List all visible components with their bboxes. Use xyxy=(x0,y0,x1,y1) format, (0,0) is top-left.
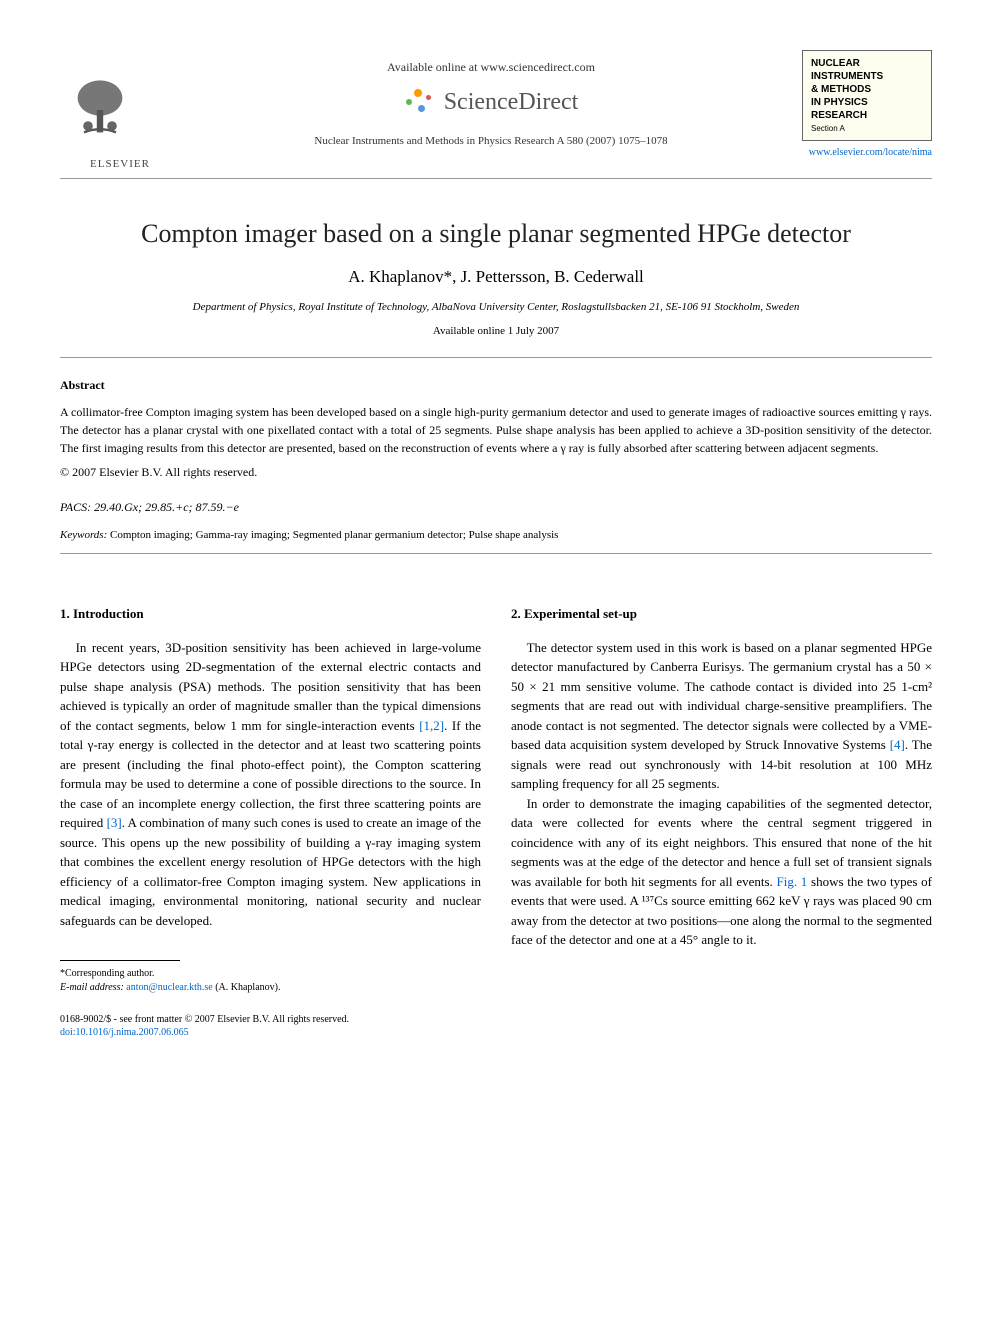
affiliation: Department of Physics, Royal Institute o… xyxy=(60,301,932,313)
abstract-label: Abstract xyxy=(60,378,932,393)
article-title: Compton imager based on a single planar … xyxy=(60,219,932,249)
bottom-block: 0168-9002/$ - see front matter © 2007 El… xyxy=(60,1013,481,1039)
keywords-label: Keywords: xyxy=(60,529,107,541)
publisher-block: ELSEVIER xyxy=(60,50,180,170)
ref-link[interactable]: [1,2] xyxy=(419,718,444,733)
left-column: 1. Introduction In recent years, 3D-posi… xyxy=(60,604,481,1039)
journal-url[interactable]: www.elsevier.com/locate/nima xyxy=(802,147,932,158)
text-run: . If the total γ-ray energy is collected… xyxy=(60,718,481,831)
footnote-separator xyxy=(60,960,180,961)
email-label: E-mail address: xyxy=(60,982,124,993)
doi-line[interactable]: doi:10.1016/j.nima.2007.06.065 xyxy=(60,1026,481,1039)
fig-ref[interactable]: Fig. 1 xyxy=(777,874,808,889)
authors: A. Khaplanov*, J. Pettersson, B. Cederwa… xyxy=(60,267,932,287)
sciencedirect-logo: ScienceDirect xyxy=(180,87,802,117)
text-run: In recent years, 3D-position sensitivity… xyxy=(60,640,481,733)
setup-paragraph-2: In order to demonstrate the imaging capa… xyxy=(511,794,932,950)
email-line: E-mail address: anton@nuclear.kth.se (A.… xyxy=(60,981,481,995)
header-center: Available online at www.sciencedirect.co… xyxy=(180,50,802,147)
journal-line: INSTRUMENTS xyxy=(811,70,923,83)
pacs-label: PACS: xyxy=(60,500,91,514)
available-date: Available online 1 July 2007 xyxy=(60,325,932,337)
email-name: (A. Khaplanov). xyxy=(215,982,280,993)
journal-line: IN PHYSICS xyxy=(811,96,923,109)
available-online-text: Available online at www.sciencedirect.co… xyxy=(180,60,802,75)
pacs-codes: 29.40.Gx; 29.85.+c; 87.59.−e xyxy=(94,500,239,514)
publisher-name: ELSEVIER xyxy=(60,158,180,170)
sd-name: ScienceDirect xyxy=(444,89,579,116)
corresponding-author: *Corresponding author. xyxy=(60,967,481,981)
journal-section: Section A xyxy=(811,124,923,134)
citation: Nuclear Instruments and Methods in Physi… xyxy=(180,135,802,147)
abstract-copyright: © 2007 Elsevier B.V. All rights reserved… xyxy=(60,465,932,480)
abstract-text: A collimator-free Compton imaging system… xyxy=(60,403,932,457)
right-column: 2. Experimental set-up The detector syst… xyxy=(511,604,932,1039)
section-heading-intro: 1. Introduction xyxy=(60,604,481,624)
setup-paragraph-1: The detector system used in this work is… xyxy=(511,638,932,794)
journal-line: NUCLEAR xyxy=(811,57,923,70)
journal-line: & METHODS xyxy=(811,83,923,96)
keywords-text: Compton imaging; Gamma-ray imaging; Segm… xyxy=(110,529,558,541)
elsevier-tree-icon xyxy=(60,70,140,150)
abstract-block: Abstract A collimator-free Compton imagi… xyxy=(60,378,932,480)
ref-link[interactable]: [4] xyxy=(890,737,905,752)
text-run: . A combination of many such cones is us… xyxy=(60,815,481,928)
journal-title-box: NUCLEAR INSTRUMENTS & METHODS IN PHYSICS… xyxy=(802,50,932,141)
divider xyxy=(60,178,932,179)
issn-line: 0168-9002/$ - see front matter © 2007 El… xyxy=(60,1013,481,1026)
email-address[interactable]: anton@nuclear.kth.se xyxy=(126,982,212,993)
footnotes: *Corresponding author. E-mail address: a… xyxy=(60,967,481,995)
intro-paragraph: In recent years, 3D-position sensitivity… xyxy=(60,638,481,931)
divider xyxy=(60,553,932,554)
divider xyxy=(60,357,932,358)
body-columns: 1. Introduction In recent years, 3D-posi… xyxy=(60,604,932,1039)
ref-link[interactable]: [3] xyxy=(107,815,122,830)
section-heading-setup: 2. Experimental set-up xyxy=(511,604,932,624)
journal-line: RESEARCH xyxy=(811,109,923,122)
journal-block: NUCLEAR INSTRUMENTS & METHODS IN PHYSICS… xyxy=(802,50,932,158)
pacs-line: PACS: 29.40.Gx; 29.85.+c; 87.59.−e xyxy=(60,500,932,515)
sd-dots-icon xyxy=(404,87,434,117)
keywords-line: Keywords: Compton imaging; Gamma-ray ima… xyxy=(60,529,932,541)
text-run: The detector system used in this work is… xyxy=(511,640,932,753)
header: ELSEVIER Available online at www.science… xyxy=(60,50,932,170)
